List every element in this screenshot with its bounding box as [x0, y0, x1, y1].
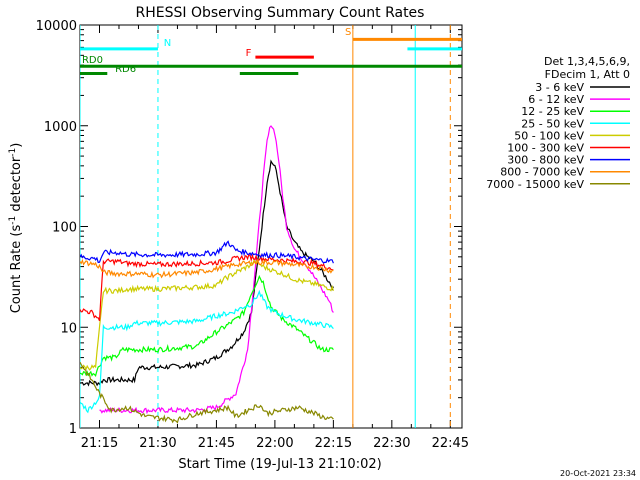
- legend-label: 6 - 12 keV: [528, 93, 584, 106]
- legend-label: 300 - 800 keV: [507, 154, 584, 167]
- legend-label: 800 - 7000 keV: [500, 166, 584, 179]
- annotation-f: F: [246, 48, 252, 59]
- series-line: [80, 258, 334, 279]
- y-tick-label: 1000: [44, 120, 77, 135]
- x-tick-label: 22:30: [373, 436, 410, 451]
- series-line: [99, 125, 334, 415]
- y-axis-label: Count Rate (s-1 detector-1): [8, 143, 24, 314]
- annotation-rd0: RD0: [82, 55, 103, 66]
- y-tick-label: 10: [60, 321, 77, 336]
- series-line: [80, 274, 334, 377]
- annotation-s: S: [345, 27, 351, 38]
- data-layer: [80, 25, 462, 428]
- series-line: [80, 289, 334, 414]
- legend-label: 100 - 300 keV: [507, 142, 584, 155]
- date-stamp: 20-Oct-2021 23:34: [560, 469, 636, 478]
- series-line: [80, 253, 334, 322]
- x-tick-label: 21:45: [198, 436, 235, 451]
- legend-label: 50 - 100 keV: [514, 129, 584, 142]
- legend-label: 7000 - 15000 keV: [486, 178, 584, 191]
- x-tick-label: 22:00: [256, 436, 293, 451]
- legend-header-detectors: Det 1,3,4,5,6,9,: [544, 55, 630, 68]
- legend-label: 3 - 6 keV: [535, 81, 584, 94]
- legend-label: 12 - 25 keV: [521, 105, 584, 118]
- y-tick-label: 100: [52, 221, 77, 236]
- x-tick-label: 21:30: [139, 436, 176, 451]
- chart-title: RHESSI Observing Summary Count Rates: [136, 5, 425, 21]
- legend-label: 25 - 50 keV: [521, 117, 584, 130]
- legend-header-fdecim: FDecim 1, Att 0: [545, 68, 630, 81]
- x-tick-label: 22:15: [315, 436, 352, 451]
- x-axis-label: Start Time (19-Jul-13 21:10:02): [178, 457, 381, 472]
- x-tick-label: 22:45: [432, 436, 469, 451]
- annotation-rd6: RD6: [115, 64, 136, 75]
- series-line: [80, 240, 334, 264]
- y-tick-label: 1: [69, 422, 77, 437]
- series-line: [80, 361, 334, 424]
- annotation-n: N: [164, 38, 171, 49]
- series-line: [80, 258, 334, 371]
- series-line: [80, 159, 334, 387]
- legend: Det 1,3,4,5,6,9, FDecim 1, Att 0 3 - 6 k…: [486, 55, 630, 191]
- y-tick-label: 10000: [36, 19, 77, 34]
- x-tick-label: 21:15: [81, 436, 118, 451]
- plot-area: 1 10 100 1000 10000 21:15 21:30 21:45 22:00 22:15…: [36, 19, 469, 451]
